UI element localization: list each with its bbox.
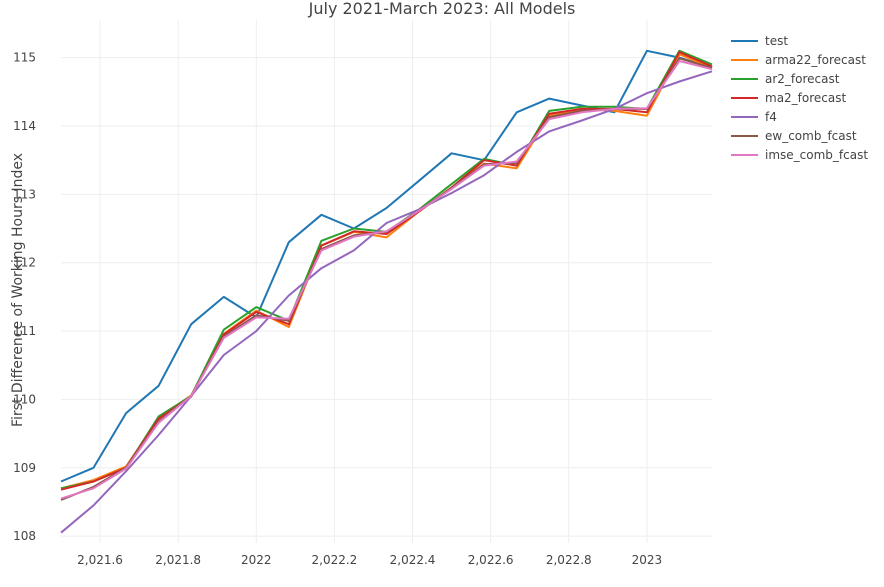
- series-lines: [60, 49, 713, 534]
- series-line-f4: [60, 70, 713, 534]
- legend-item-ma2_forecast[interactable]: ma2_forecast: [731, 91, 847, 105]
- legend-item-test[interactable]: test: [731, 34, 788, 48]
- legend-item-f4[interactable]: f4: [731, 110, 777, 124]
- x-tick-label: 2,022.2: [312, 553, 358, 567]
- legend[interactable]: test arma22_forecast ar2_forecast ma2_forec…: [731, 34, 868, 162]
- x-tick-label: 2022: [241, 553, 272, 567]
- x-tick-label: 2,022.8: [546, 553, 592, 567]
- legend-label: ew_comb_fcast: [765, 129, 857, 143]
- chart-title: July 2021-March 2023: All Models: [308, 0, 576, 18]
- y-tick-label: 114: [13, 119, 36, 133]
- y-tick-label: 109: [13, 461, 36, 475]
- series-line-imse_comb_fcast: [60, 60, 713, 500]
- legend-item-imse_comb_fcast[interactable]: imse_comb_fcast: [731, 148, 868, 162]
- y-tick-label: 108: [13, 529, 36, 543]
- legend-item-arma22_forecast[interactable]: arma22_forecast: [731, 53, 866, 67]
- x-tick-label: 2023: [632, 553, 663, 567]
- legend-label: test: [765, 34, 788, 48]
- x-tick-label: 2,021.8: [155, 553, 201, 567]
- y-tick-label: 115: [13, 51, 36, 65]
- legend-label: ma2_forecast: [765, 91, 847, 105]
- y-axis-title: First Difference of Working Hours Index: [10, 153, 26, 427]
- y-tick-label: 112: [13, 256, 36, 270]
- x-tick-label: 2,022.6: [468, 553, 514, 567]
- y-tick-label: 110: [13, 392, 36, 406]
- legend-label: arma22_forecast: [765, 53, 866, 67]
- x-tick-label: 2,021.6: [77, 553, 123, 567]
- legend-item-ar2_forecast[interactable]: ar2_forecast: [731, 72, 840, 86]
- y-axis-ticks: 108 109 110 111 112 113 114 115: [13, 51, 36, 544]
- x-axis-ticks: 2,021.6 2,021.8 2022 2,022.2 2,022.4 2,022.6 2…: [77, 553, 662, 567]
- legend-label: ar2_forecast: [765, 72, 840, 86]
- y-tick-label: 111: [13, 324, 36, 338]
- legend-label: imse_comb_fcast: [765, 148, 868, 162]
- legend-label: f4: [765, 110, 777, 124]
- legend-item-ew_comb_fcast[interactable]: ew_comb_fcast: [731, 129, 857, 143]
- x-tick-label: 2,022.4: [390, 553, 436, 567]
- y-tick-label: 113: [13, 187, 36, 201]
- grid: [61, 20, 712, 543]
